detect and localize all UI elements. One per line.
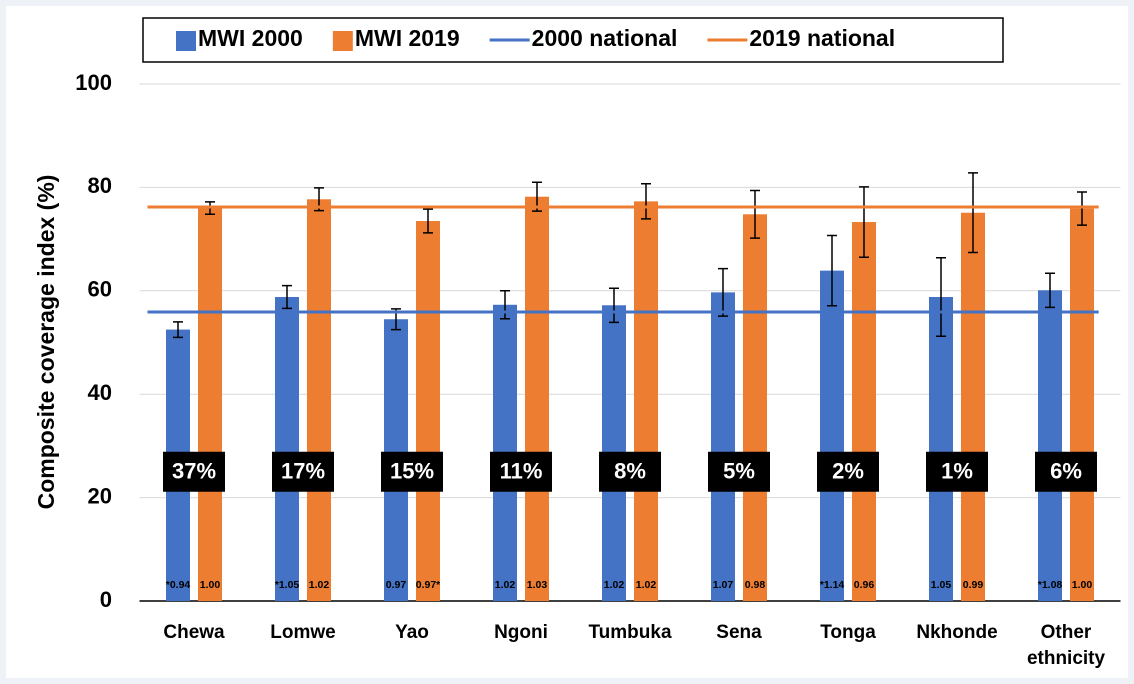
bar (743, 214, 767, 601)
x-tick-label: Sena (716, 622, 762, 643)
bar (1038, 290, 1062, 601)
y-tick-label: 80 (88, 173, 112, 198)
share-box (1035, 451, 1097, 492)
ratio-label: 0.97* (416, 579, 441, 591)
share-box (381, 451, 443, 492)
error-bar (500, 290, 510, 320)
bar (307, 199, 331, 601)
ratio-label: 1.02 (495, 579, 516, 591)
x-tick-label: Yao (395, 622, 429, 643)
ratio-label: 1.03 (527, 579, 548, 591)
share-box (708, 451, 770, 492)
y-tick-label: 100 (75, 70, 112, 95)
bar (711, 292, 735, 601)
share-label: 8% (614, 459, 646, 484)
y-tick-label: 0 (100, 587, 112, 612)
x-tick-label: Tumbuka (588, 622, 672, 643)
error-bar (423, 208, 433, 234)
share-label: 17% (281, 459, 325, 484)
legend-swatch (332, 31, 353, 51)
error-bar (173, 321, 183, 339)
bar (961, 212, 985, 601)
error-bar (936, 256, 946, 338)
share-box (163, 451, 225, 492)
x-tick-label: Chewa (163, 622, 225, 643)
ratio-label: 0.97 (386, 579, 407, 591)
legend-label: MWI 2000 (198, 25, 303, 51)
share-box (926, 451, 988, 492)
bar (820, 270, 844, 601)
ratio-label: 1.05 (931, 579, 952, 591)
legend-label: 2000 national (532, 25, 678, 51)
error-bar (718, 267, 728, 317)
error-bar (859, 186, 869, 258)
ratio-label: *1.05 (275, 579, 300, 591)
y-tick-label: 40 (88, 380, 112, 405)
bar (1070, 208, 1094, 602)
x-tick-label: Nkhonde (916, 622, 998, 643)
legend-label: MWI 2019 (355, 25, 460, 51)
bar (929, 297, 953, 601)
ratio-label: *1.08 (1038, 579, 1063, 591)
x-tick-label: Ngoni (494, 622, 548, 643)
y-axis-label: Composite coverage index (%) (33, 175, 59, 510)
share-box (817, 451, 879, 492)
share-label: 6% (1050, 459, 1082, 484)
x-tick-label: Tonga (820, 622, 876, 643)
share-label: 1% (941, 459, 973, 484)
error-bar (1045, 272, 1055, 309)
error-bar (750, 189, 760, 239)
share-box (599, 451, 661, 492)
share-label: 15% (390, 459, 434, 484)
y-tick-label: 20 (88, 483, 112, 508)
share-box (272, 451, 334, 492)
bar (525, 196, 549, 601)
share-label: 37% (172, 459, 216, 484)
legend-box (142, 17, 1004, 63)
error-bar (968, 172, 978, 254)
y-tick-label: 60 (88, 277, 112, 302)
bar (198, 208, 222, 601)
bar (275, 297, 299, 601)
ratio-label: 1.02 (636, 579, 657, 591)
share-label: 2% (832, 459, 864, 484)
share-label: 11% (500, 459, 543, 484)
ratio-label: 0.99 (963, 579, 984, 591)
ratio-label: *0.94 (166, 579, 191, 591)
ratio-label: 1.00 (200, 579, 221, 591)
ratio-label: 1.00 (1072, 579, 1093, 591)
error-bar (282, 284, 292, 310)
error-bar (1077, 191, 1087, 226)
ratio-label: 0.98 (745, 579, 766, 591)
share-box (490, 451, 552, 492)
x-tick-label: Lomwe (270, 622, 336, 643)
error-bar (827, 234, 837, 307)
error-bar (609, 287, 619, 324)
bar (852, 222, 876, 601)
x-tick-label: Other ethnicity (1026, 622, 1106, 669)
ratio-label: 1.07 (713, 579, 734, 591)
legend-swatch (176, 31, 196, 51)
ratio-label: 1.02 (309, 579, 330, 591)
share-label: 5% (723, 459, 755, 484)
bar (634, 201, 658, 601)
ratio-label: *1.14 (820, 579, 845, 591)
error-bar (641, 183, 651, 220)
ratio-label: 1.02 (604, 579, 625, 591)
legend-label: 2019 national (749, 25, 895, 51)
bar (416, 221, 440, 601)
ratio-label: 0.96 (854, 579, 875, 591)
